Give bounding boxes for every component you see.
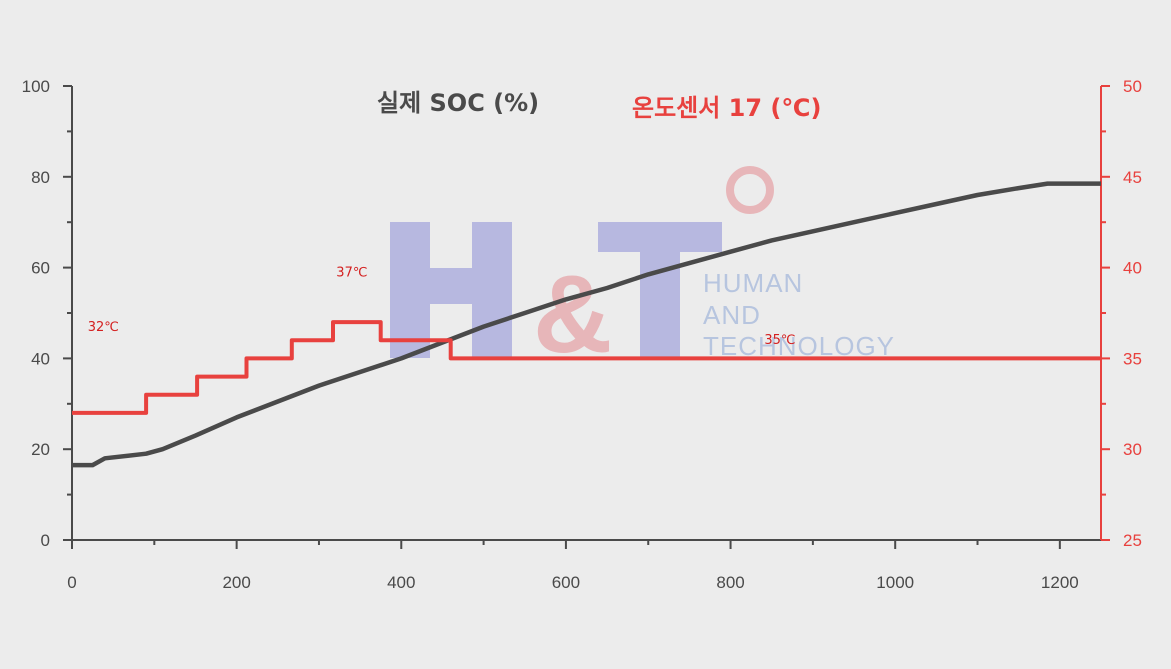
y-left-tick-label: 40 xyxy=(31,349,50,368)
annotations: 32℃ 37℃ 35℃ xyxy=(88,266,796,348)
legend: 실제 SOC (%) 온도센서 17 (℃) xyxy=(377,89,821,122)
x-tick-label: 1000 xyxy=(876,573,914,592)
y-right-tick-label: 45 xyxy=(1123,168,1142,187)
axes: 0 20 40 60 80 100 25 30 35 40 45 50 0 200 400 600 800 100… xyxy=(22,77,1142,592)
watermark-logo: & xyxy=(390,166,774,376)
y-left-tick-label: 0 xyxy=(41,531,50,550)
y-right-tick-label: 25 xyxy=(1123,531,1142,550)
y-right-tick-label: 35 xyxy=(1123,349,1142,368)
series-line-temp xyxy=(72,320,1101,415)
x-tick-label: 600 xyxy=(552,573,580,592)
watermark-line-2: AND xyxy=(703,300,761,330)
y-right-tick-label: 40 xyxy=(1123,259,1142,278)
legend-temp: 온도센서 17 (℃) xyxy=(632,94,821,122)
watermark: & HUMAN AND TECHNOLOGY xyxy=(390,166,895,376)
annotation-label: 35℃ xyxy=(764,333,795,348)
series-line-soc xyxy=(72,181,1101,468)
series-layer xyxy=(72,181,1101,468)
x-tick-label: 400 xyxy=(387,573,415,592)
annotation-label: 37℃ xyxy=(336,266,367,281)
x-tick-label: 200 xyxy=(222,573,250,592)
y-left-tick-label: 20 xyxy=(31,440,50,459)
y-right-tick-label: 30 xyxy=(1123,440,1142,459)
x-tick-label: 0 xyxy=(67,573,76,592)
x-tick-label: 1200 xyxy=(1041,573,1079,592)
legend-soc: 실제 SOC (%) xyxy=(377,89,539,117)
y-left-tick-label: 60 xyxy=(31,259,50,278)
y-right-tick-label: 50 xyxy=(1123,77,1142,96)
y-left-tick-label: 100 xyxy=(22,77,50,96)
x-tick-label: 800 xyxy=(716,573,744,592)
annotation-label: 32℃ xyxy=(88,320,119,335)
y-left-tick-label: 80 xyxy=(31,168,50,187)
watermark-line-1: HUMAN xyxy=(703,268,803,298)
svg-text:&: & xyxy=(533,253,612,376)
watermark-line-3: TECHNOLOGY xyxy=(703,331,895,361)
